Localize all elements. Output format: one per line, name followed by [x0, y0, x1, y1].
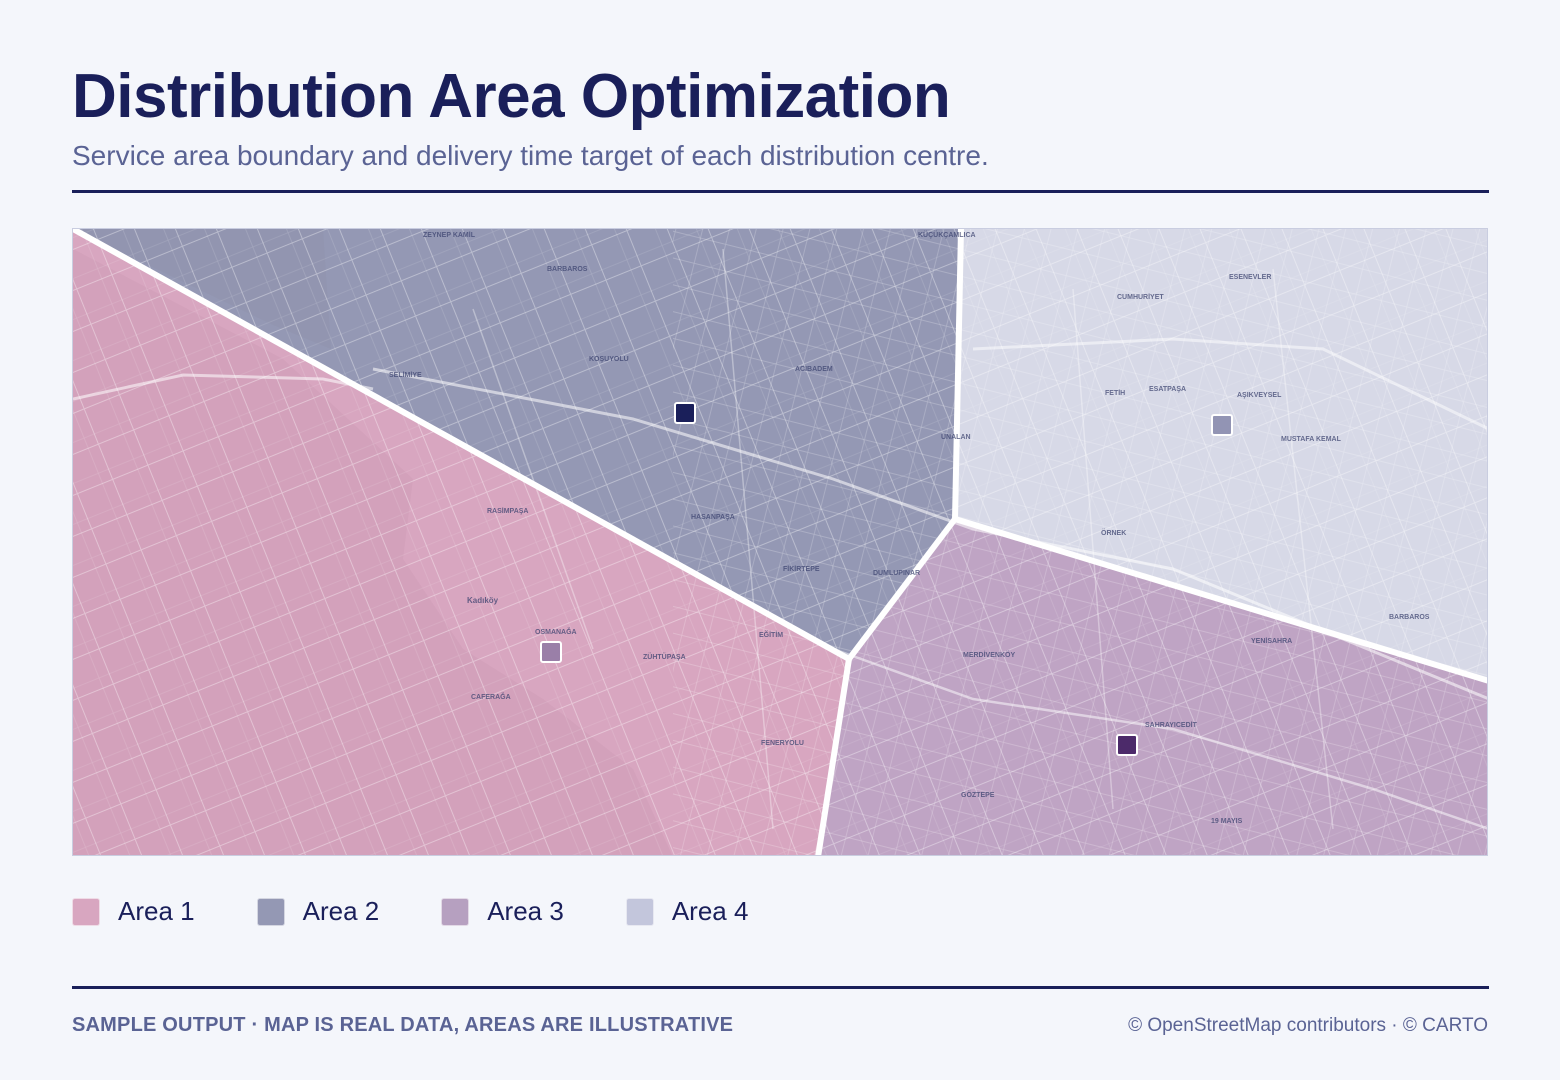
place-label: OSMANAĞA: [535, 627, 577, 636]
legend-label: Area 1: [118, 896, 195, 926]
road-minor: [472, 248, 1334, 830]
page-subtitle: Service area boundary and delivery time …: [72, 140, 989, 171]
centre-marker-area-2[interactable]: [674, 402, 696, 424]
boundary-area-1-2: [73, 229, 851, 662]
place-label: FENERYOLU: [761, 740, 804, 747]
centre-marker-area-1[interactable]: [540, 641, 562, 663]
place-label: CUMHURİYET: [1117, 293, 1164, 301]
legend-label: Area 3: [487, 896, 564, 926]
map-legend: Area 1 Area 2 Area 3 Area 4: [72, 896, 810, 927]
place-label: DUMLUPINAR: [873, 570, 920, 577]
place-label: SAHRAYICEDİT: [1145, 721, 1198, 729]
place-label: RASİMPAŞA: [487, 507, 528, 515]
legend-item-area-3[interactable]: Area 3: [441, 896, 564, 927]
place-label: ACIBADEM: [795, 366, 833, 373]
place-label: KÜÇÜKÇAMLICA: [918, 230, 976, 239]
place-label: Kadıköy: [467, 596, 499, 605]
place-label: ZEYNEP KAMİL: [423, 231, 476, 239]
road-highway: [972, 337, 1487, 430]
legend-label: Area 4: [671, 896, 749, 926]
place-label: SELİMİYE: [389, 371, 422, 379]
legend-item-area-2[interactable]: Area 2: [256, 896, 380, 927]
legend-swatch: [441, 897, 470, 926]
boundary-area-1-3: [815, 658, 852, 855]
place-label: ÖRNEK: [1101, 528, 1126, 537]
footer-divider: [72, 986, 1489, 989]
place-label: ZÜHTÜPAŞA: [643, 652, 686, 661]
street-texture-fine: [673, 229, 1487, 855]
place-label: GÖZTEPE: [961, 790, 995, 799]
place-label: CAFERAĞA: [471, 692, 511, 701]
centre-marker-area-4[interactable]: [1211, 414, 1233, 436]
legend-item-area-1[interactable]: Area 1: [72, 896, 195, 927]
boundary-area-3-4: [954, 516, 1487, 684]
place-label: UNALAN: [941, 434, 971, 441]
place-label: FİKİRTEPE: [783, 565, 820, 573]
legend-item-area-4[interactable]: Area 4: [625, 896, 749, 927]
centre-marker-area-3[interactable]: [1116, 734, 1138, 756]
legend-label: Area 2: [302, 896, 380, 926]
legend-swatch: [256, 897, 285, 926]
place-labels: ZEYNEP KAMİL KÜÇÜKÇAMLICA BARBAROS SELİM…: [389, 230, 1430, 825]
road-coastal: [832, 647, 1487, 830]
place-label: HASANPAŞA: [691, 514, 735, 521]
header-divider: [72, 190, 1489, 193]
place-label: ESATPAŞA: [1149, 386, 1186, 393]
place-label: BARBAROS: [547, 266, 588, 273]
place-label: BARBAROS: [1389, 614, 1430, 621]
footer-note: SAMPLE OUTPUT · MAP IS REAL DATA, AREAS …: [72, 1014, 734, 1036]
attribution[interactable]: © OpenStreetMap contributors · © CARTO: [1128, 1015, 1488, 1036]
boundary-area-2-4: [952, 229, 964, 520]
place-label: MUSTAFA KEMAL: [1281, 436, 1342, 443]
place-label: ESENEVLER: [1229, 274, 1271, 281]
place-label: KOŞUYOLU: [589, 356, 629, 363]
map-panel[interactable]: ZEYNEP KAMİL KÜÇÜKÇAMLICA BARBAROS SELİM…: [72, 228, 1488, 856]
map-canvas[interactable]: ZEYNEP KAMİL KÜÇÜKÇAMLICA BARBAROS SELİM…: [73, 229, 1488, 856]
place-label: MERDİVENKÖY: [963, 650, 1015, 659]
boundary-area-2-3: [846, 517, 958, 661]
page-title: Distribution Area Optimization: [72, 62, 951, 131]
place-label: EĞİTİM: [759, 630, 783, 639]
legend-swatch: [72, 897, 100, 926]
place-label: 19 MAYIS: [1211, 818, 1243, 825]
legend-swatch: [625, 897, 654, 926]
place-label: AŞIKVEYSEL: [1237, 392, 1282, 399]
road-d100: [372, 367, 1487, 700]
place-label: FETİH: [1105, 389, 1125, 397]
place-label: YENİSAHRA: [1251, 637, 1292, 645]
